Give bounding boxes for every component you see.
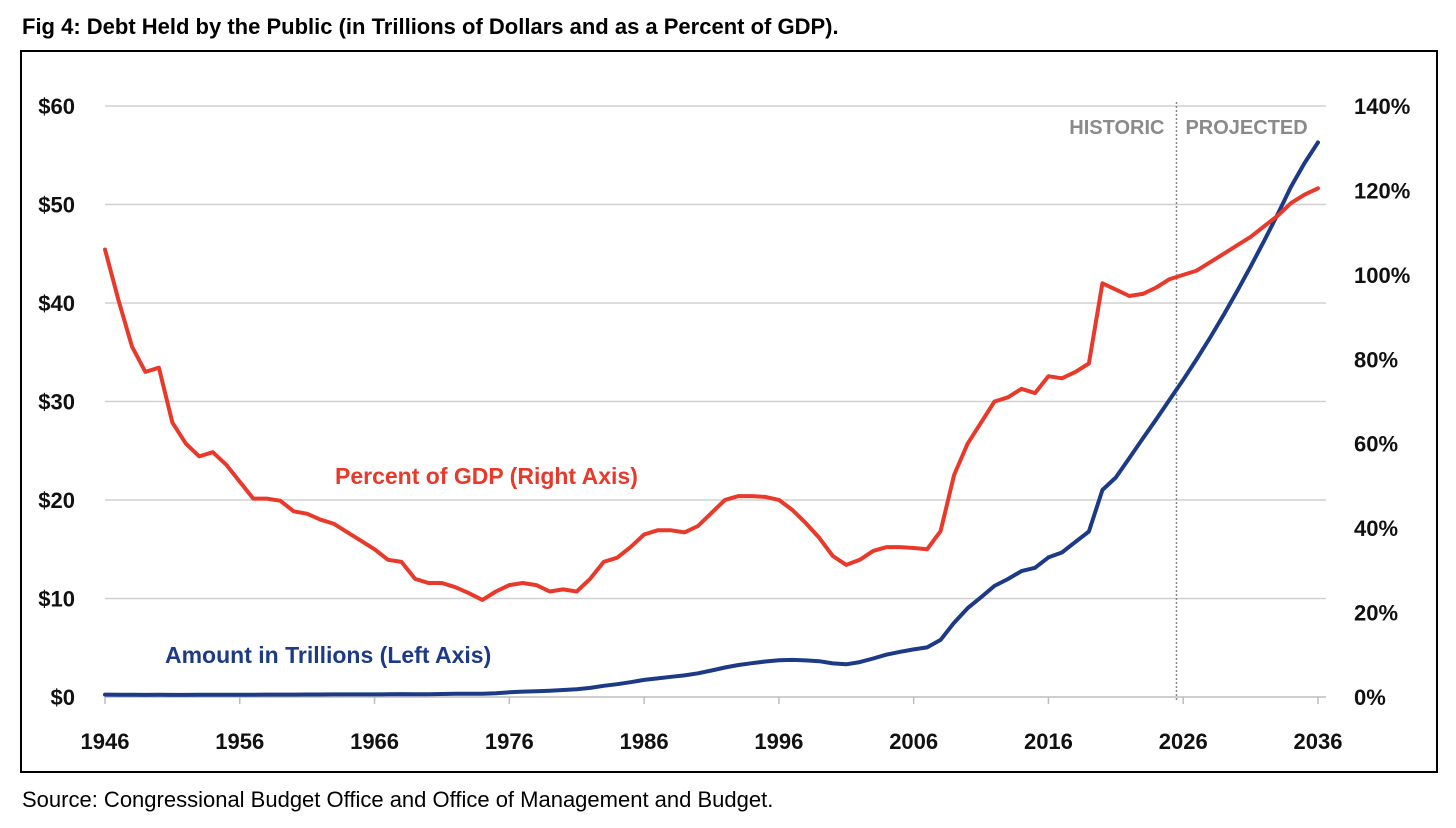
y-left-tick-label: $0 — [51, 685, 75, 710]
y-left-tick-label: $30 — [38, 390, 75, 415]
y-right-tick-label: 40% — [1354, 516, 1398, 541]
y-left-tick-label: $60 — [38, 94, 75, 119]
y-left-tick-label: $10 — [38, 587, 75, 612]
gridlines — [104, 105, 1326, 704]
y-right-tick-label: 140% — [1354, 94, 1410, 119]
series-line-percent-gdp — [103, 186, 1320, 602]
x-tick-label: 1946 — [81, 729, 130, 754]
x-tick-label: 1976 — [485, 729, 534, 754]
y-right-tick-label: 100% — [1354, 263, 1410, 288]
x-tick-label: 2006 — [889, 729, 938, 754]
x-tick-label: 1996 — [754, 729, 803, 754]
y-left-tick-label: $20 — [38, 488, 75, 513]
chart-title: Fig 4: Debt Held by the Public (in Trill… — [22, 14, 839, 39]
y-right-tick-label: 20% — [1354, 601, 1398, 626]
series-label-percent-gdp: Percent of GDP (Right Axis) — [335, 463, 638, 489]
x-tick-label: 1956 — [215, 729, 264, 754]
y-left-tick-label: $50 — [38, 193, 75, 218]
projected-label: PROJECTED — [1185, 117, 1307, 139]
y-right-tick-label: 60% — [1354, 432, 1398, 457]
y-left-tick-label: $40 — [38, 291, 75, 316]
series-lines — [103, 140, 1320, 697]
y-right-tick-label: 80% — [1354, 347, 1398, 372]
era-markers: HISTORIC PROJECTED — [1069, 102, 1308, 701]
chart-source: Source: Congressional Budget Office and … — [22, 787, 774, 812]
x-tick-label: 2016 — [1024, 729, 1073, 754]
x-tick-label: 2036 — [1294, 729, 1343, 754]
historic-label: HISTORIC — [1069, 117, 1164, 139]
chart-frame — [20, 50, 1438, 773]
y-right-tick-label: 0% — [1354, 685, 1386, 710]
x-tick-label: 1966 — [350, 729, 399, 754]
x-tick-label: 2026 — [1159, 729, 1208, 754]
x-tick-label: 1986 — [620, 729, 669, 754]
series-line-amount — [103, 140, 1320, 697]
series-label-amount: Amount in Trillions (Left Axis) — [165, 642, 491, 668]
tick-labels: $0 $10 $20 $30 $40 $50 $60 0% 20% 40% 60% 80% 100% 12… — [38, 94, 1410, 754]
y-right-tick-label: 120% — [1354, 178, 1410, 203]
